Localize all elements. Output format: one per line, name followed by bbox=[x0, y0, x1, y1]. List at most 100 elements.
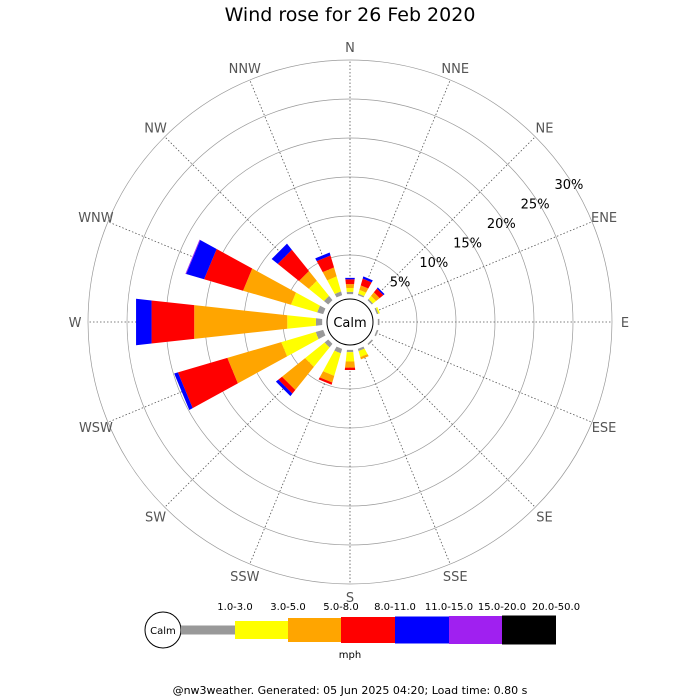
bar-ene-3-0-5-0 bbox=[375, 307, 380, 314]
spoke-ssw bbox=[249, 347, 340, 565]
bar-e-1-0-3-0 bbox=[377, 318, 380, 326]
legend-label-3-0-5-0: 3.0-5.0 bbox=[270, 602, 305, 613]
compass-label-sw: SW bbox=[145, 510, 166, 525]
bar-w-11-0-15-0 bbox=[136, 298, 152, 346]
bar-n-1-0-3-0 bbox=[346, 291, 354, 295]
bar-s-3-0-5-0 bbox=[345, 352, 355, 362]
bar-ne-8-0-11-0 bbox=[373, 288, 384, 299]
bar-wnw-1-0-3-0 bbox=[317, 305, 326, 315]
compass-label-nne: NNE bbox=[441, 62, 469, 77]
legend-items: 1.0-3.0 3.0-5.0 5.0-8.0 8.0-11.0 11.0-15.0 15… bbox=[181, 602, 580, 645]
bar-ene-1-0-3-0 bbox=[374, 307, 379, 315]
bar-nw-5-0-8-0 bbox=[299, 271, 317, 289]
ring-label-20: 20% bbox=[487, 217, 516, 232]
bar-ssw-5-0-8-0 bbox=[319, 371, 335, 383]
bar-ne-1-0-3-0 bbox=[367, 298, 374, 305]
legend-units: mph bbox=[339, 650, 361, 661]
bar-nw-8-0-11-0 bbox=[277, 249, 309, 281]
legend-swatch-1-0-3-0 bbox=[181, 625, 235, 635]
legend-swatch-5-0-8-0 bbox=[288, 618, 341, 642]
bar-s-5-0-8-0 bbox=[345, 361, 355, 368]
compass-label-wnw: WNW bbox=[78, 211, 114, 226]
bar-n-8-0-11-0 bbox=[345, 279, 355, 285]
legend-label-5-0-8-0: 5.0-8.0 bbox=[323, 602, 358, 613]
compass-label-ne: NE bbox=[535, 122, 553, 137]
bar-ne-5-0-8-0 bbox=[370, 292, 380, 302]
legend-calm-label: Calm bbox=[150, 626, 176, 637]
bar-wnw-3-0-5-0 bbox=[290, 292, 320, 313]
bar-wnw-5-0-8-0 bbox=[243, 268, 297, 305]
bar-nnw-8-0-11-0 bbox=[316, 255, 335, 273]
bar-ese-1-0-3-0 bbox=[374, 329, 379, 337]
bar-ssw-3-0-5-0 bbox=[323, 350, 341, 376]
spoke-ese bbox=[375, 332, 593, 423]
legend-swatch-3-0-5-0 bbox=[235, 621, 288, 639]
bar-wsw-5-0-8-0 bbox=[227, 342, 288, 384]
bar-n-5-0-8-0 bbox=[345, 284, 355, 288]
compass-label-ssw: SSW bbox=[230, 570, 260, 585]
bar-sse-5-0-8-0 bbox=[360, 354, 369, 360]
ring-label-15: 15% bbox=[453, 237, 482, 252]
bar-n-11-0-15-0 bbox=[345, 277, 355, 280]
bar-nne-3-0-5-0 bbox=[358, 289, 367, 297]
rose-bars bbox=[136, 239, 385, 410]
calm-circle bbox=[326, 298, 374, 346]
spoke-sse bbox=[360, 347, 451, 565]
bar-s-8-0-11-0 bbox=[344, 367, 356, 370]
ring-label-5: 5% bbox=[390, 276, 411, 291]
ring-label-25: 25% bbox=[521, 198, 550, 213]
bar-nw-1-0-3-0 bbox=[323, 295, 333, 305]
calm-label: Calm bbox=[333, 316, 366, 331]
bar-sw-1-0-3-0 bbox=[324, 339, 333, 348]
spoke-nne bbox=[360, 79, 451, 297]
bar-wsw-3-0-5-0 bbox=[281, 332, 319, 357]
bar-ne-11-0-15-0 bbox=[376, 287, 385, 296]
bar-wsw-1-0-3-0 bbox=[315, 329, 326, 340]
calm-circle-group: Calm bbox=[326, 298, 374, 346]
bar-nnw-3-0-5-0 bbox=[327, 276, 342, 295]
ring-labels: 5% 10% 15% 20% 25% 30% bbox=[390, 178, 584, 291]
ring-label-10: 10% bbox=[419, 256, 448, 271]
bar-wnw-11-0-15-0 bbox=[186, 240, 217, 280]
compass-label-s: S bbox=[346, 591, 354, 606]
bar-ne-3-0-5-0 bbox=[368, 295, 377, 304]
bar-nne-1-0-3-0 bbox=[357, 293, 365, 298]
spoke-se bbox=[369, 341, 536, 508]
bar-nw-3-0-5-0 bbox=[308, 280, 330, 302]
bar-w-8-0-11-0 bbox=[151, 300, 195, 344]
bar-sw-11-0-15-0 bbox=[275, 379, 293, 397]
ring-label-30: 30% bbox=[554, 178, 583, 193]
bar-s-1-0-3-0 bbox=[346, 349, 354, 353]
footer-text: @nw3weather. Generated: 05 Jun 2025 04:2… bbox=[172, 684, 528, 697]
speed-legend: Calm 1.0-3.0 3.0-5.0 5.0-8.0 8.0-11.0 11.0-1… bbox=[144, 602, 580, 661]
bar-nne-8-0-11-0 bbox=[360, 278, 372, 289]
bar-wsw-8-0-11-0 bbox=[177, 357, 238, 409]
bar-w-3-0-5-0 bbox=[287, 315, 316, 329]
bar-sw-3-0-5-0 bbox=[305, 342, 330, 367]
spoke-ene bbox=[375, 221, 593, 312]
bar-ssw-1-0-3-0 bbox=[334, 346, 343, 354]
grid-ring-30 bbox=[87, 59, 613, 585]
legend-label-15-0-20-0: 15.0-20.0 bbox=[478, 602, 526, 613]
bar-nne-11-0-15-0 bbox=[362, 276, 373, 283]
compass-label-nnw: NNW bbox=[229, 62, 261, 77]
compass-label-ese: ESE bbox=[592, 421, 617, 436]
bar-wnw-8-0-11-0 bbox=[204, 249, 253, 291]
legend-swatch-8-0-11-0 bbox=[341, 617, 395, 643]
bar-n-3-0-5-0 bbox=[346, 287, 354, 292]
legend-label-11-0-15-0: 11.0-15.0 bbox=[425, 602, 473, 613]
legend-label-20-0-50-0: 20.0-50.0 bbox=[532, 602, 580, 613]
bar-nnw-5-0-8-0 bbox=[322, 267, 337, 281]
compass-label-w: W bbox=[69, 316, 82, 331]
bar-sse-1-0-3-0 bbox=[357, 346, 365, 352]
compass-label-wsw: WSW bbox=[79, 421, 113, 436]
bar-sw-5-0-8-0 bbox=[281, 358, 314, 391]
bar-wsw-11-0-15-0 bbox=[174, 372, 193, 410]
legend-label-1-0-3-0: 1.0-3.0 bbox=[217, 602, 252, 613]
chart-title: Wind rose for 26 Feb 2020 bbox=[224, 4, 476, 26]
bar-wnw-15-0-20-0 bbox=[185, 239, 201, 275]
compass-label-sse: SSE bbox=[443, 570, 468, 585]
compass-labels: N NNE NE ENE E ESE SE SSE S SSW SW WSW W WNW NW NNW bbox=[69, 41, 630, 606]
bar-w-1-0-3-0 bbox=[315, 318, 323, 326]
